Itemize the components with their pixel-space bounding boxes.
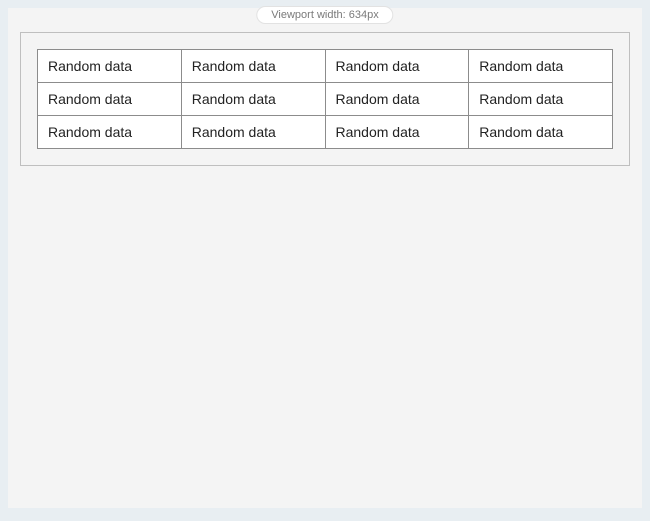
table-cell: Random data [325,116,469,149]
table-cell: Random data [325,83,469,116]
table-cell: Random data [181,83,325,116]
table-cell: Random data [38,116,182,149]
viewport-width-badge: Viewport width: 634px [256,6,393,24]
table-cell: Random data [181,50,325,83]
data-table: Random data Random data Random data Rand… [37,49,613,149]
table-cell: Random data [38,83,182,116]
table-cell: Random data [181,116,325,149]
table-panel: Random data Random data Random data Rand… [20,32,630,166]
table-row: Random data Random data Random data Rand… [38,116,613,149]
table-row: Random data Random data Random data Rand… [38,50,613,83]
table-cell: Random data [469,83,613,116]
table-cell: Random data [325,50,469,83]
table-cell: Random data [469,116,613,149]
page-background: Viewport width: 634px Random data Random… [0,0,650,521]
table-body: Random data Random data Random data Rand… [38,50,613,149]
viewport-frame: Viewport width: 634px Random data Random… [8,8,642,508]
table-cell: Random data [469,50,613,83]
table-cell: Random data [38,50,182,83]
table-row: Random data Random data Random data Rand… [38,83,613,116]
